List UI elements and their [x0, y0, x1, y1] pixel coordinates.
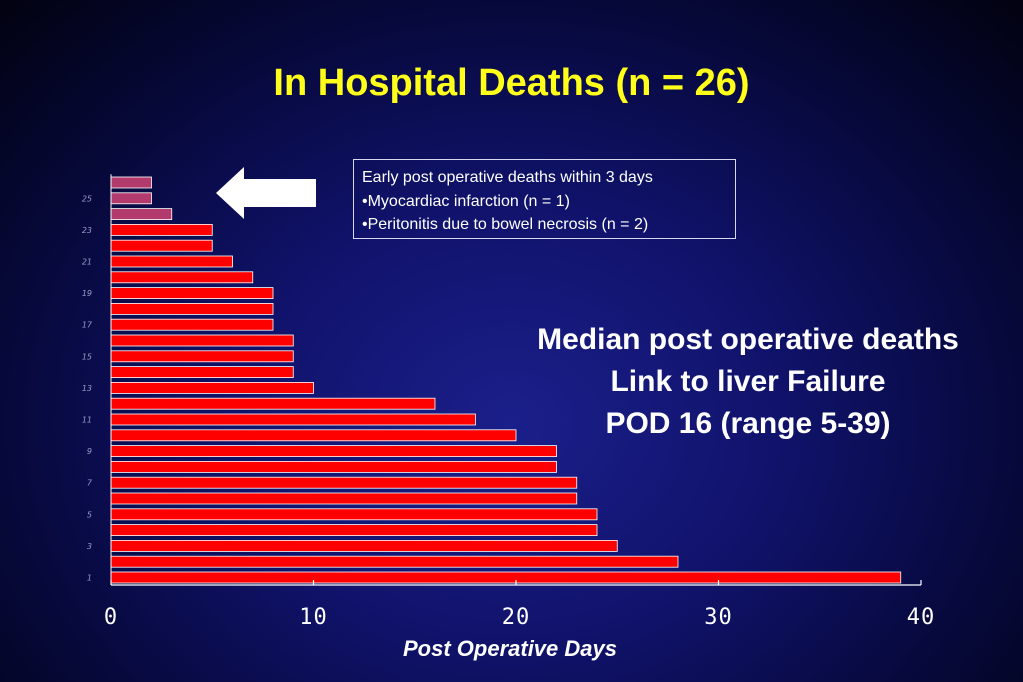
- left-arrow-icon: [216, 167, 318, 224]
- bar: [110, 429, 517, 442]
- x-tick-label: 30: [704, 605, 733, 630]
- annotation-line: •Peritonitis due to bowel necrosis (n = …: [362, 216, 649, 233]
- bar: [110, 508, 598, 521]
- bar-early-death: [110, 192, 152, 205]
- slide-title: In Hospital Deaths (n = 26): [273, 62, 750, 104]
- median-note-line: POD 16 (range 5-39): [605, 407, 891, 440]
- bar: [110, 413, 476, 426]
- bar: [110, 492, 578, 505]
- median-deaths-note: Median post operative deaths Link to liv…: [473, 319, 1023, 445]
- bar: [110, 302, 274, 315]
- bar: [110, 571, 902, 584]
- bar: [110, 350, 294, 363]
- y-tick-label: 13: [82, 384, 92, 393]
- bar: [110, 540, 618, 552]
- x-tick-label: 0: [104, 605, 118, 630]
- median-note-line: Median post operative deaths: [537, 323, 959, 356]
- early-deaths-annotation: Early post operative deaths within 3 day…: [353, 159, 736, 239]
- annotation-line: •Myocardiac infarction (n = 1): [362, 192, 570, 210]
- bar-early-death: [110, 208, 173, 221]
- y-tick-label: 9: [87, 447, 92, 456]
- y-tick-label: 19: [82, 289, 92, 298]
- bar: [110, 397, 436, 410]
- bar: [110, 287, 274, 300]
- bar: [110, 555, 679, 568]
- annotation-line: Early post operative deaths within 3 day…: [362, 169, 653, 186]
- median-note-line: Link to liver Failure: [610, 365, 886, 398]
- bar: [110, 381, 314, 394]
- y-tick-label: 5: [87, 510, 92, 519]
- bar: [110, 524, 598, 536]
- bar: [110, 223, 213, 236]
- x-tick-label: 10: [299, 605, 328, 630]
- y-tick-label: 7: [87, 479, 93, 488]
- bar: [110, 445, 557, 458]
- y-tick-label: 11: [82, 416, 92, 425]
- bar: [110, 366, 294, 379]
- y-tick-label: 17: [82, 321, 93, 330]
- bar: [110, 334, 294, 347]
- bar: [110, 271, 254, 284]
- y-tick-label: 3: [87, 542, 92, 551]
- x-tick-label: 40: [907, 605, 936, 630]
- y-tick-label: 21: [82, 258, 92, 267]
- bar: [110, 476, 578, 489]
- bar: [110, 255, 233, 268]
- x-axis-label: Post Operative Days: [403, 636, 617, 661]
- y-tick-label: 25: [82, 194, 92, 203]
- y-tick-label: 23: [82, 226, 92, 235]
- bar-early-death: [110, 176, 152, 189]
- bar: [110, 460, 557, 473]
- x-tick-label: 20: [502, 605, 531, 630]
- y-tick-label: 1: [87, 574, 92, 583]
- bar: [110, 239, 213, 252]
- y-tick-label: 15: [82, 352, 92, 361]
- bar: [110, 318, 274, 331]
